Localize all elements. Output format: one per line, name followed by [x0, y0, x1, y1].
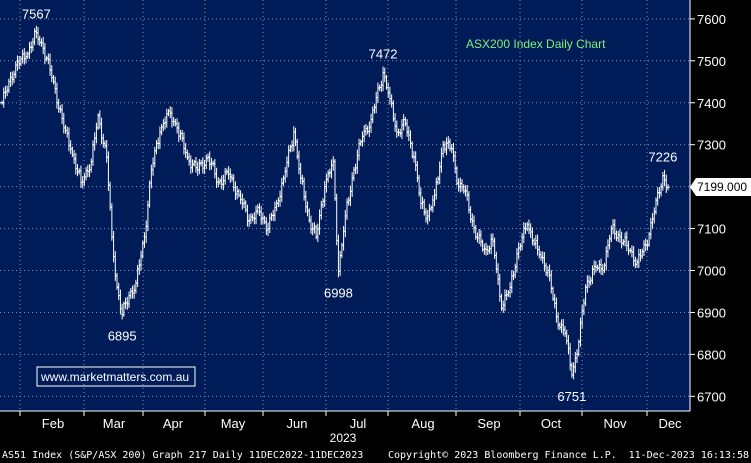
price-bar — [666, 184, 670, 191]
footer-copyright: Copyright© 2023 Bloomberg Finance L.P. — [388, 450, 617, 461]
chart-title: ASX200 Index Daily Chart — [466, 37, 606, 51]
price-annotation: 6895 — [108, 329, 137, 344]
x-tick-label: Oct — [541, 416, 562, 431]
y-tick-label: 7100 — [697, 222, 726, 237]
price-annotations: 7567 6895 6998 7472 6751 7226 — [22, 7, 677, 404]
footer-security-info: AS51 Index (S&P/ASX 200) Graph 217 Daily… — [2, 450, 363, 461]
x-tick-label: Jul — [350, 416, 367, 431]
footer-bar: AS51 Index (S&P/ASX 200) Graph 217 Daily… — [2, 450, 749, 461]
y-tick-label: 7400 — [697, 96, 726, 111]
x-tick-label: Jun — [287, 416, 308, 431]
last-price-value: 7199.000 — [697, 180, 747, 194]
x-tick-label: Mar — [103, 416, 126, 431]
y-tick-label: 6800 — [697, 347, 726, 362]
price-annotation: 6998 — [324, 285, 353, 300]
x-axis: Feb Mar Apr May Jun Jul Aug Sep Oct Nov Dec — [0, 410, 690, 431]
price-annotation: 7472 — [369, 47, 398, 62]
price-series — [0, 25, 670, 380]
x-tick-label: Nov — [603, 416, 627, 431]
y-tick-label: 6700 — [697, 389, 726, 404]
watermark-box — [36, 366, 196, 387]
price-annotation: 6751 — [557, 389, 586, 404]
price-annotation: 7226 — [648, 150, 677, 165]
price-annotation: 7567 — [22, 7, 51, 22]
y-tick-label: 7500 — [697, 54, 726, 69]
x-axis-year: 2023 — [330, 431, 357, 445]
y-tick-label: 7600 — [697, 12, 726, 27]
y-tick-label: 7300 — [697, 138, 726, 153]
x-tick-label: Apr — [163, 416, 184, 431]
x-tick-label: May — [221, 416, 246, 431]
last-price-tag: 7199.000 — [690, 178, 751, 197]
x-tick-label: Sep — [477, 416, 500, 431]
watermark-text: www.marketmatters.com.au — [40, 370, 189, 384]
plot-area — [0, 0, 690, 411]
y-tick-label: 6900 — [697, 305, 726, 320]
x-tick-label: Aug — [411, 416, 434, 431]
footer-timestamp: 11-Dec-2023 16:13:58 — [629, 450, 749, 461]
last-price-tag-shape — [690, 178, 751, 197]
x-tick-label: Dec — [658, 416, 682, 431]
grid — [0, 0, 690, 411]
y-axis: 6700680069007000710072007300740075007600 — [689, 0, 726, 411]
x-tick-label: Feb — [42, 416, 64, 431]
y-tick-label: 7000 — [697, 264, 726, 279]
